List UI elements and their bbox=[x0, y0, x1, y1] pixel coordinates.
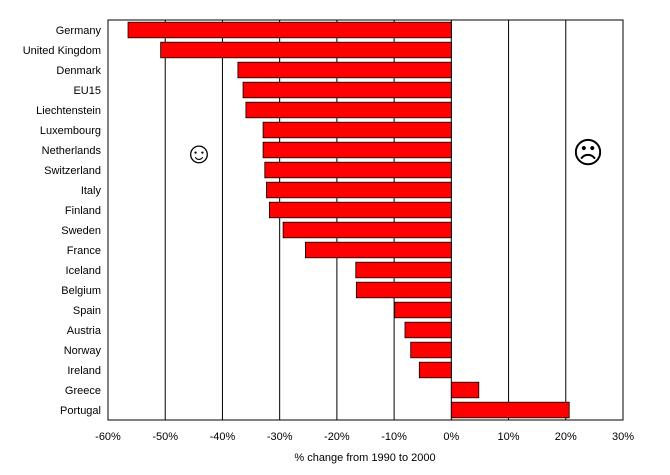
bar bbox=[268, 201, 452, 219]
bar bbox=[242, 81, 452, 99]
category-label: Iceland bbox=[66, 265, 101, 277]
category-label: United Kingdom bbox=[23, 45, 101, 57]
bar bbox=[404, 321, 452, 339]
bar bbox=[266, 181, 452, 199]
bar bbox=[418, 361, 452, 379]
bar bbox=[394, 301, 452, 319]
bar bbox=[245, 101, 452, 119]
bar bbox=[262, 141, 452, 159]
category-label: Italy bbox=[81, 185, 102, 197]
bar bbox=[355, 261, 452, 279]
category-label: Finland bbox=[65, 205, 101, 217]
x-tick-label: 20% bbox=[555, 431, 577, 443]
category-label: Switzerland bbox=[44, 165, 101, 177]
category-label: Spain bbox=[73, 305, 101, 317]
x-tick-label: -20% bbox=[324, 431, 350, 443]
plot-area bbox=[107, 19, 624, 421]
category-label: Liechtenstein bbox=[36, 105, 101, 117]
x-tick-label: -50% bbox=[152, 431, 178, 443]
category-label: Denmark bbox=[56, 65, 101, 77]
bar bbox=[305, 241, 452, 259]
bar bbox=[282, 221, 452, 239]
x-tick-label: -40% bbox=[210, 431, 236, 443]
category-label: Luxembourg bbox=[40, 125, 101, 137]
bar bbox=[264, 161, 452, 179]
x-axis-title: % change from 1990 to 2000 bbox=[294, 452, 435, 464]
bar bbox=[237, 61, 452, 79]
category-labels: Germany United Kingdom Denmark EU15 Liechten… bbox=[23, 25, 102, 417]
bar bbox=[160, 41, 452, 59]
bar-group bbox=[127, 21, 570, 419]
x-tick-label: 10% bbox=[498, 431, 520, 443]
x-tick-label: 30% bbox=[612, 431, 634, 443]
bar bbox=[450, 401, 570, 419]
x-tick-label: 0% bbox=[443, 431, 459, 443]
x-tick-label: -10% bbox=[381, 431, 407, 443]
category-label: Netherlands bbox=[42, 145, 102, 157]
smiley-face-icon: ☺ bbox=[184, 137, 215, 170]
bar bbox=[262, 121, 452, 139]
bar bbox=[450, 381, 480, 399]
x-tick-label: -60% bbox=[95, 431, 121, 443]
frowning-face-icon: ☹ bbox=[572, 137, 603, 170]
x-tick-labels: -60% -50% -40% -30% -20% -10% 0% 10% 20% 30% bbox=[95, 431, 634, 443]
x-tick-label: -30% bbox=[267, 431, 293, 443]
bar bbox=[127, 21, 452, 39]
category-label: Norway bbox=[64, 345, 102, 357]
category-label: Portugal bbox=[60, 405, 101, 417]
category-label: Germany bbox=[56, 25, 102, 37]
category-label: France bbox=[67, 245, 101, 257]
bar bbox=[410, 341, 452, 359]
category-label: EU15 bbox=[73, 85, 101, 97]
category-label: Sweden bbox=[61, 225, 101, 237]
category-label: Ireland bbox=[67, 365, 101, 377]
category-label: Austria bbox=[67, 325, 102, 337]
category-label: Belgium bbox=[61, 285, 101, 297]
category-label: Greece bbox=[65, 385, 101, 397]
bar bbox=[355, 281, 452, 299]
